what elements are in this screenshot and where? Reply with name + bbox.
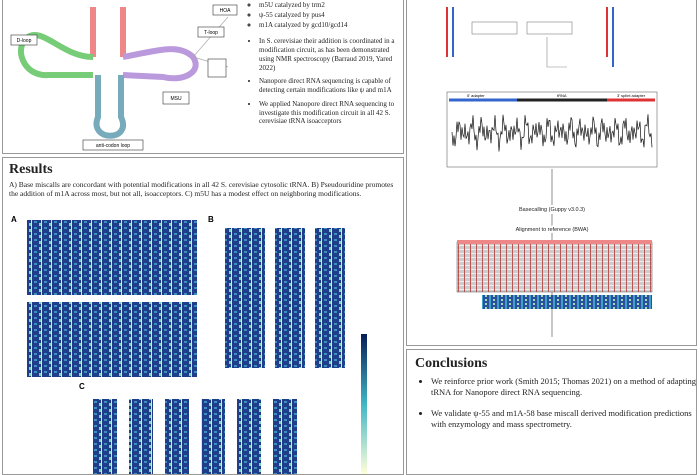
connector [546,37,567,68]
panel-label: C [79,382,85,391]
heatmap [225,228,265,368]
intro-panel: D-loop T-loop anti-codon loop HOA MSU m5… [2,0,404,154]
label-box [82,139,144,151]
heatmap [273,399,297,474]
diagram-label: MSU [170,96,182,102]
enzyme-list: m5U catalyzed by trm2 ψ-55 catalyzed by … [245,1,400,29]
track-label: tRNA [557,93,567,98]
enzyme: m5U catalyzed by trm2 [259,1,400,10]
step-label: Basecalling (Guppy v3.0.3) [519,207,585,213]
results-text: A) Base miscalls are concordant with pot… [9,180,394,199]
conclusions-panel: Conclusions We reinforce prior work (Smi… [406,349,697,475]
signal-plot [446,91,658,168]
diagram-label: D-loop [17,38,32,44]
conclusions-bullets: We reinforce prior work (Smith 2015; Tho… [417,376,696,435]
heatmap [275,228,305,368]
intro-text: m5U catalyzed by trm2 ψ-55 catalyzed by … [245,1,400,131]
heatmap [27,302,197,377]
bullet: Nanopore direct RNA sequencing is capabl… [259,77,400,95]
methods-figure: 5' adapter tRNA 3' splint adapter Baseca… [446,7,658,337]
box [526,21,573,35]
methods-panel: 5' adapter tRNA 3' splint adapter Baseca… [406,0,697,346]
heatmap [237,399,261,474]
track-label: 3' splint adapter [617,93,646,98]
diagram-label: anti-codon loop [96,143,130,149]
heatmap [165,399,189,474]
anticodon-arm [93,75,126,139]
box [471,21,518,35]
t-arm [122,46,199,82]
label-box [212,4,238,16]
track-label: 5' adapter [467,93,485,98]
alignment-view [456,241,653,293]
trna-diagram: D-loop T-loop anti-codon loop HOA MSU [10,4,238,151]
step-label: Alignment to reference (BWA) [516,227,589,233]
label-box [10,34,38,46]
heatmap [129,399,153,474]
heatmap [315,228,345,368]
label-box [162,91,190,105]
bullet: We applied Nanopore direct RNA sequencin… [259,100,400,126]
acceptor-stem [90,7,126,57]
bullet: We reinforce prior work (Smith 2015; Tho… [431,376,696,398]
enzyme: ψ-55 catalyzed by pus4 [259,11,400,20]
heatmap [27,220,197,295]
signal-trace [451,114,653,152]
heatmap [201,399,225,474]
label-box [207,58,227,78]
reference-track [457,240,652,244]
diagram-label: HOA [220,8,232,14]
results-figure: A B C [11,215,367,474]
colorbar [361,334,367,474]
diagram-label: T-loop [204,30,218,36]
heatmap [93,399,117,474]
conclusions-title: Conclusions [415,356,488,371]
intro-bullets: In S. cerevisiae their addition is coord… [245,37,400,126]
bullet: In S. cerevisiae their addition is coord… [259,37,400,72]
enzyme: m1A catalyzed by gcd10/gcd14 [259,21,400,30]
bullet: We validate ψ-55 and m1A-58 base miscall… [431,408,696,430]
panel-label: B [208,215,214,224]
panel-label: A [11,215,17,224]
label-box [197,26,225,38]
results-title: Results [9,162,53,177]
results-panel: Results A) Base miscalls are concordant … [2,157,404,475]
miscall-heatmap [482,295,652,309]
